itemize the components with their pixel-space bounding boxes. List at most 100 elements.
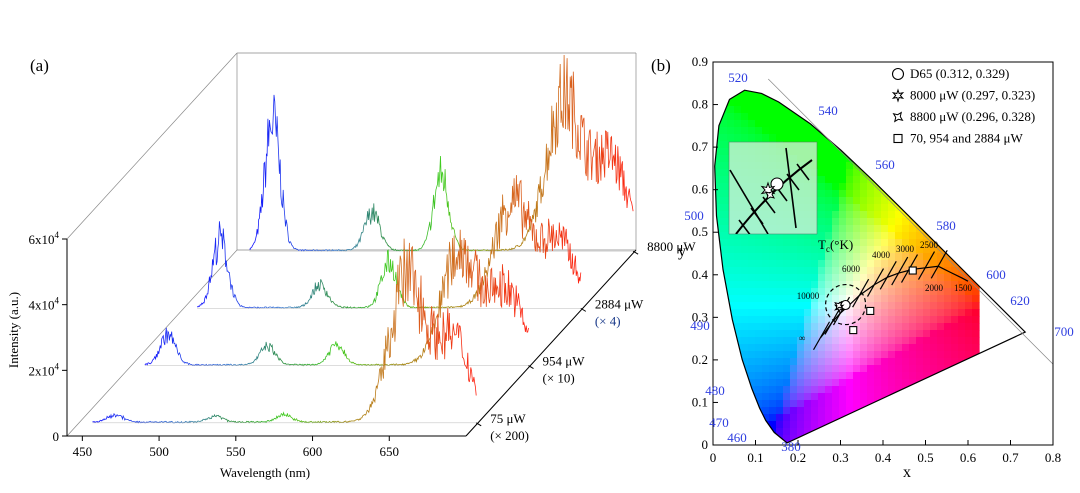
gamut-cell bbox=[720, 113, 728, 121]
gamut-cell bbox=[944, 183, 952, 191]
gamut-cell bbox=[916, 309, 924, 317]
gamut-cell bbox=[818, 190, 826, 198]
gamut-cell bbox=[714, 113, 721, 121]
legend-marker-star6 bbox=[891, 88, 905, 103]
gamut-cell bbox=[895, 260, 903, 268]
gamut-cell bbox=[860, 323, 868, 331]
gamut-cell bbox=[804, 302, 812, 310]
gamut-cell bbox=[811, 316, 819, 324]
gamut-cell bbox=[853, 225, 861, 233]
gamut-cell bbox=[846, 99, 854, 107]
gamut-cell bbox=[762, 309, 770, 317]
gamut-cell bbox=[944, 197, 952, 205]
gamut-cell bbox=[804, 379, 812, 387]
gamut-cell bbox=[825, 281, 833, 289]
gamut-cell bbox=[965, 190, 973, 198]
gamut-cell bbox=[832, 330, 840, 338]
gamut-cell bbox=[972, 295, 980, 303]
gamut-cell bbox=[944, 337, 952, 345]
gamut-cell bbox=[909, 323, 917, 331]
panel-b-legend: D65 (0.312, 0.329)8000 μW (0.297, 0.323)… bbox=[891, 66, 1035, 146]
gamut-cell bbox=[741, 127, 749, 135]
gamut-cell bbox=[888, 211, 896, 219]
gamut-cell bbox=[720, 330, 728, 338]
gamut-cell bbox=[727, 232, 735, 240]
gamut-cell bbox=[846, 309, 854, 317]
gamut-cell bbox=[839, 134, 847, 142]
gamut-cell bbox=[811, 330, 819, 338]
gamut-cell bbox=[734, 323, 742, 331]
gamut-cell bbox=[839, 190, 847, 198]
gamut-cell bbox=[714, 267, 721, 275]
gamut-cell bbox=[839, 92, 847, 100]
gamut-cell bbox=[951, 407, 959, 415]
gamut-cell bbox=[930, 407, 938, 415]
gamut-cell bbox=[741, 407, 749, 415]
gamut-cell bbox=[762, 281, 770, 289]
legend-marker-square bbox=[893, 133, 903, 144]
gamut-cell bbox=[881, 351, 889, 359]
gamut-cell bbox=[972, 155, 980, 163]
gamut-cell bbox=[916, 316, 924, 324]
gamut-cell bbox=[797, 260, 805, 268]
gamut-cell bbox=[748, 281, 756, 289]
gamut-cell bbox=[923, 372, 931, 380]
gamut-cell bbox=[895, 169, 903, 177]
gamut-cell bbox=[895, 162, 903, 170]
gamut-cell bbox=[720, 183, 728, 191]
gamut-cell bbox=[916, 155, 924, 163]
gamut-cell bbox=[727, 302, 735, 310]
gamut-cell bbox=[790, 379, 798, 387]
panel-b-label: (b) bbox=[651, 56, 671, 75]
gamut-cell bbox=[860, 400, 868, 408]
gamut-cell bbox=[804, 421, 812, 429]
gamut-cell bbox=[888, 330, 896, 338]
gamut-cell bbox=[846, 442, 854, 443]
gamut-cell bbox=[909, 379, 917, 387]
gamut-cell bbox=[965, 435, 973, 443]
gamut-cell bbox=[853, 281, 861, 289]
inset-isotherm bbox=[796, 163, 810, 181]
gamut-cell bbox=[825, 197, 833, 205]
gamut-cell bbox=[825, 358, 833, 366]
gamut-cell bbox=[839, 169, 847, 177]
gamut-cell bbox=[797, 316, 805, 324]
gamut-cell bbox=[714, 106, 721, 114]
gamut-cell bbox=[888, 197, 896, 205]
gamut-cell bbox=[916, 400, 924, 408]
gamut-cell bbox=[916, 302, 924, 310]
gamut-cell bbox=[895, 225, 903, 233]
gamut-cell bbox=[839, 225, 847, 233]
gamut-cell bbox=[804, 253, 812, 261]
gamut-cell bbox=[769, 113, 777, 121]
gamut-cell bbox=[909, 302, 917, 310]
gamut-cell bbox=[790, 372, 798, 380]
gamut-cell bbox=[860, 225, 868, 233]
gamut-cell bbox=[755, 428, 763, 436]
gamut-cell bbox=[776, 407, 784, 415]
gamut-cell bbox=[853, 351, 861, 359]
gamut-cell bbox=[720, 309, 728, 317]
gamut-cell bbox=[846, 204, 854, 212]
gamut-cell bbox=[804, 330, 812, 338]
gamut-cell bbox=[832, 407, 840, 415]
gamut-cell bbox=[972, 176, 980, 184]
gamut-cell bbox=[741, 113, 749, 121]
gamut-cell bbox=[874, 92, 882, 100]
gamut-cell bbox=[937, 358, 945, 366]
gamut-cell bbox=[916, 407, 924, 415]
gamut-cell bbox=[895, 386, 903, 394]
gamut-cell bbox=[874, 141, 882, 149]
gamut-cell bbox=[790, 302, 798, 310]
gamut-cell bbox=[846, 379, 854, 387]
y-tick-label: 0.9 bbox=[692, 54, 708, 69]
gamut-cell bbox=[811, 400, 819, 408]
gamut-cell bbox=[909, 400, 917, 408]
panel-b-axes: 0 0.1 0.2 0.3 0.4 0.5 0.6 0.7 0.800.10.20.30.40.… bbox=[692, 54, 1061, 465]
gamut-cell bbox=[881, 428, 889, 436]
gamut-cell bbox=[881, 386, 889, 394]
gamut-cell bbox=[818, 169, 826, 177]
gamut-cell bbox=[902, 120, 910, 128]
gamut-cell bbox=[860, 134, 868, 142]
gamut-cell bbox=[769, 309, 777, 317]
